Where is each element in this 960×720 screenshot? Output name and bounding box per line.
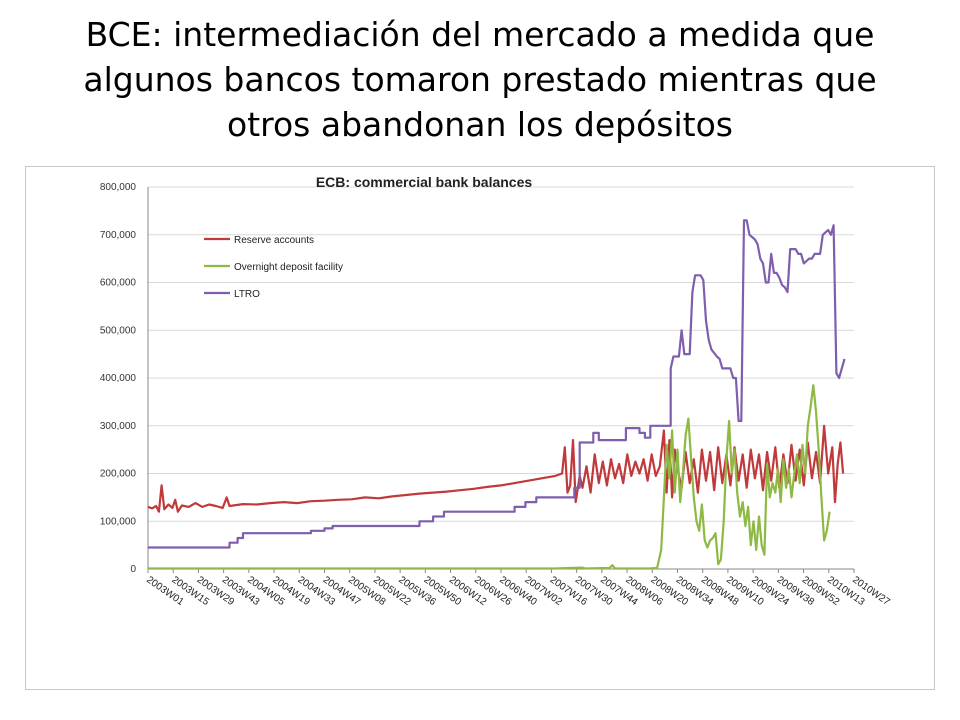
- gridlines: [148, 186, 854, 570]
- x-axis-ticks: 2003W012003W152003W292003W432004W052004W…: [144, 569, 892, 608]
- y-tick-label: 600,000: [100, 278, 137, 289]
- series-lines: [147, 219, 846, 570]
- legend-label: Reserve accounts: [234, 235, 314, 246]
- chart-frame: 0 100,000 200,000 300,000 400,000 500,000 600,…: [25, 166, 935, 690]
- line-chart: 0 100,000 200,000 300,000 400,000 500,000 600,…: [100, 174, 892, 608]
- y-tick-label: 700,000: [100, 230, 137, 241]
- slide-title-line-1: BCE: intermediación del mercado a medida…: [85, 15, 875, 54]
- legend-label: LTRO: [234, 289, 260, 300]
- y-axis-ticks: 0 100,000 200,000 300,000 400,000 500,000 600,…: [100, 182, 137, 575]
- series-line-ltro: [148, 219, 846, 549]
- y-tick-label: 100,000: [100, 516, 137, 527]
- y-tick-label: 500,000: [100, 325, 137, 336]
- slide-title-line-3: otros abandonan los depósitos: [227, 105, 733, 144]
- legend-label: Overnight deposit facility: [234, 262, 343, 273]
- series-line-reserve-accounts: [147, 424, 845, 513]
- y-tick-label: 400,000: [100, 373, 137, 384]
- y-tick-label: 200,000: [100, 469, 137, 480]
- y-tick-label: 300,000: [100, 421, 137, 432]
- y-tick-label: 0: [130, 564, 136, 575]
- series-line-overnight-deposit-facility: [148, 384, 831, 570]
- y-tick-label: 800,000: [100, 182, 137, 193]
- slide-title-line-2: algunos bancos tomaron prestado mientras…: [83, 60, 877, 99]
- slide-title: BCE: intermediación del mercado a medida…: [40, 12, 920, 147]
- chart-title: ECB: commercial bank balances: [316, 174, 533, 190]
- legend: Reserve accounts Overnight deposit facili…: [204, 235, 343, 300]
